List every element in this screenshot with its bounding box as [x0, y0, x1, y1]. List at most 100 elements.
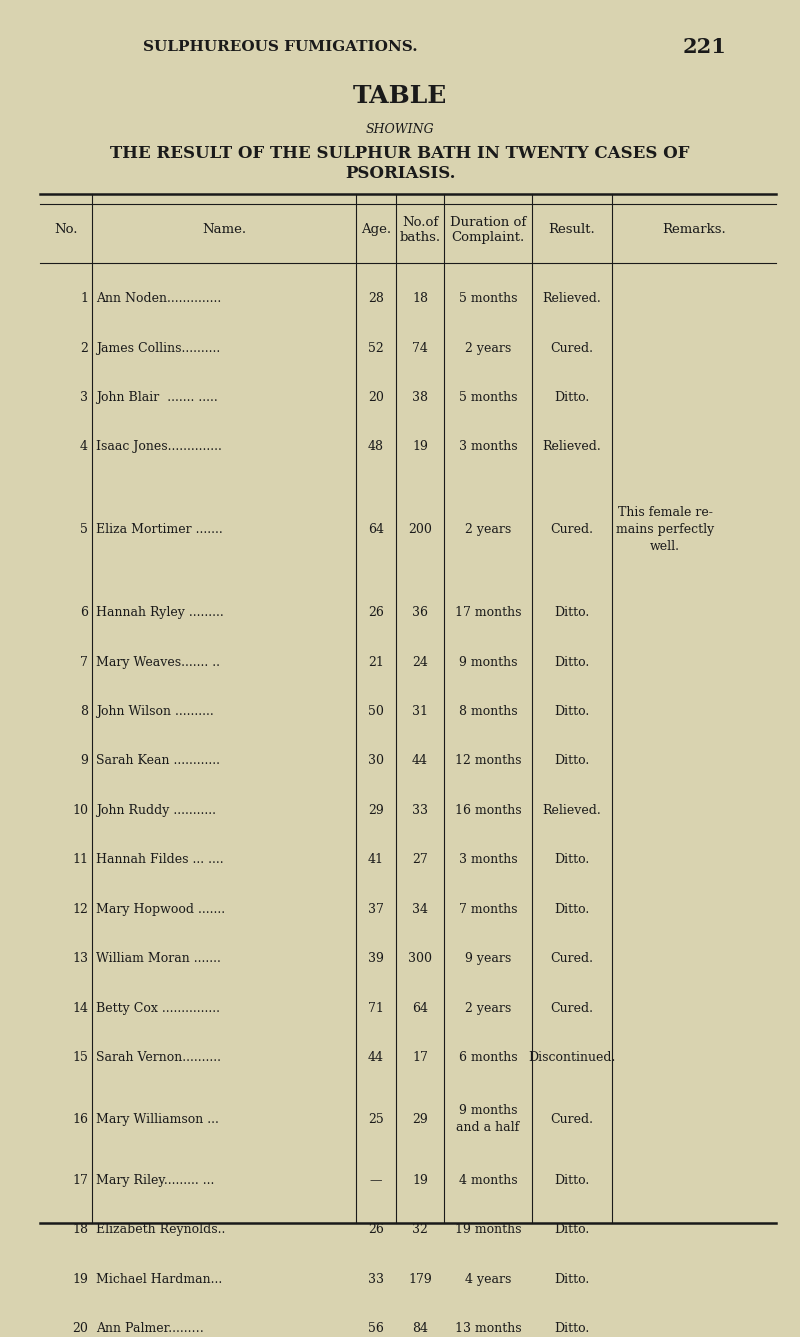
Text: Mary Hopwood .......: Mary Hopwood .......	[96, 902, 225, 916]
Text: 7 months: 7 months	[458, 902, 518, 916]
Text: Ditto.: Ditto.	[554, 754, 590, 767]
Text: Ditto.: Ditto.	[554, 390, 590, 404]
Text: —: —	[370, 1174, 382, 1187]
Text: Cured.: Cured.	[550, 341, 594, 354]
Text: 9 years: 9 years	[465, 952, 511, 965]
Text: 221: 221	[682, 36, 726, 56]
Text: Isaac Jones..............: Isaac Jones..............	[96, 440, 222, 453]
Text: 64: 64	[412, 1001, 428, 1015]
Text: 17: 17	[72, 1174, 88, 1187]
Text: Eliza Mortimer .......: Eliza Mortimer .......	[96, 523, 222, 536]
Text: 4 years: 4 years	[465, 1273, 511, 1286]
Text: Ditto.: Ditto.	[554, 655, 590, 668]
Text: John Wilson ..........: John Wilson ..........	[96, 705, 214, 718]
Text: 34: 34	[412, 902, 428, 916]
Text: 26: 26	[368, 1223, 384, 1237]
Text: 29: 29	[412, 1112, 428, 1126]
Text: 14: 14	[72, 1001, 88, 1015]
Text: 71: 71	[368, 1001, 384, 1015]
Text: 8: 8	[80, 705, 88, 718]
Text: 44: 44	[412, 754, 428, 767]
Text: 2 years: 2 years	[465, 1001, 511, 1015]
Text: 3: 3	[80, 390, 88, 404]
Text: Cured.: Cured.	[550, 952, 594, 965]
Text: 28: 28	[368, 291, 384, 305]
Text: 20: 20	[72, 1322, 88, 1336]
Text: 84: 84	[412, 1322, 428, 1336]
Text: This female re-
mains perfectly
well.: This female re- mains perfectly well.	[616, 507, 714, 554]
Text: Ditto.: Ditto.	[554, 902, 590, 916]
Text: Betty Cox ...............: Betty Cox ...............	[96, 1001, 220, 1015]
Text: THE RESULT OF THE SULPHUR BATH IN TWENTY CASES OF: THE RESULT OF THE SULPHUR BATH IN TWENTY…	[110, 146, 690, 162]
Text: 33: 33	[368, 1273, 384, 1286]
Text: 16 months: 16 months	[454, 804, 522, 817]
Text: Duration of
Complaint.: Duration of Complaint.	[450, 215, 526, 243]
Text: 1: 1	[80, 291, 88, 305]
Text: 2 years: 2 years	[465, 341, 511, 354]
Text: PSORIASIS.: PSORIASIS.	[345, 166, 455, 182]
Text: Ann Palmer......…: Ann Palmer......…	[96, 1322, 204, 1336]
Text: 2 years: 2 years	[465, 523, 511, 536]
Text: 26: 26	[368, 606, 384, 619]
Text: 30: 30	[368, 754, 384, 767]
Text: 29: 29	[368, 804, 384, 817]
Text: Relieved.: Relieved.	[542, 440, 602, 453]
Text: Ditto.: Ditto.	[554, 705, 590, 718]
Text: 19 months: 19 months	[454, 1223, 522, 1237]
Text: No.: No.	[54, 223, 78, 237]
Text: Remarks.: Remarks.	[662, 223, 726, 237]
Text: 3 months: 3 months	[458, 440, 518, 453]
Text: John Blair  ....... .....: John Blair ....... .....	[96, 390, 218, 404]
Text: 19: 19	[72, 1273, 88, 1286]
Text: James Collins..........: James Collins..........	[96, 341, 220, 354]
Text: 17 months: 17 months	[454, 606, 522, 619]
Text: 10: 10	[72, 804, 88, 817]
Text: Name.: Name.	[202, 223, 246, 237]
Text: 6 months: 6 months	[458, 1051, 518, 1064]
Text: Relieved.: Relieved.	[542, 291, 602, 305]
Text: 20: 20	[368, 390, 384, 404]
Text: 200: 200	[408, 523, 432, 536]
Text: Ditto.: Ditto.	[554, 1174, 590, 1187]
Text: 4: 4	[80, 440, 88, 453]
Text: 4 months: 4 months	[458, 1174, 518, 1187]
Text: Relieved.: Relieved.	[542, 804, 602, 817]
Text: SHOWING: SHOWING	[366, 123, 434, 136]
Text: Ann Noden..............: Ann Noden..............	[96, 291, 222, 305]
Text: Age.: Age.	[361, 223, 391, 237]
Text: 12 months: 12 months	[454, 754, 522, 767]
Text: 7: 7	[80, 655, 88, 668]
Text: 9 months
and a half: 9 months and a half	[456, 1104, 520, 1134]
Text: Ditto.: Ditto.	[554, 853, 590, 866]
Text: Cured.: Cured.	[550, 1112, 594, 1126]
Text: 44: 44	[368, 1051, 384, 1064]
Text: 13: 13	[72, 952, 88, 965]
Text: Hannah Ryley .........: Hannah Ryley .........	[96, 606, 224, 619]
Text: Cured.: Cured.	[550, 523, 594, 536]
Text: 24: 24	[412, 655, 428, 668]
Text: Mary Riley......... ...: Mary Riley......... ...	[96, 1174, 214, 1187]
Text: 18: 18	[72, 1223, 88, 1237]
Text: Ditto.: Ditto.	[554, 1322, 590, 1336]
Text: 39: 39	[368, 952, 384, 965]
Text: 31: 31	[412, 705, 428, 718]
Text: 12: 12	[72, 902, 88, 916]
Text: No.of
baths.: No.of baths.	[399, 215, 441, 243]
Text: 52: 52	[368, 341, 384, 354]
Text: 9: 9	[80, 754, 88, 767]
Text: Mary Williamson ...: Mary Williamson ...	[96, 1112, 219, 1126]
Text: SULPHUREOUS FUMIGATIONS.: SULPHUREOUS FUMIGATIONS.	[142, 40, 418, 53]
Text: Ditto.: Ditto.	[554, 1223, 590, 1237]
Text: 9 months: 9 months	[458, 655, 518, 668]
Text: 18: 18	[412, 291, 428, 305]
Text: 74: 74	[412, 341, 428, 354]
Text: 8 months: 8 months	[458, 705, 518, 718]
Text: 32: 32	[412, 1223, 428, 1237]
Text: 64: 64	[368, 523, 384, 536]
Text: 300: 300	[408, 952, 432, 965]
Text: 25: 25	[368, 1112, 384, 1126]
Text: 5 months: 5 months	[458, 390, 518, 404]
Text: 6: 6	[80, 606, 88, 619]
Text: 15: 15	[72, 1051, 88, 1064]
Text: John Ruddy ...........: John Ruddy ...........	[96, 804, 216, 817]
